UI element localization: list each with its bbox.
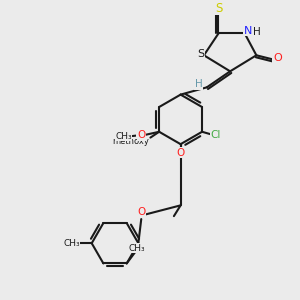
Text: S: S: [215, 2, 222, 15]
Text: N: N: [243, 26, 252, 35]
Text: Cl: Cl: [211, 130, 221, 140]
Text: CH₃: CH₃: [63, 239, 80, 248]
Text: O: O: [273, 53, 282, 63]
Text: H: H: [253, 27, 261, 37]
Text: O: O: [136, 134, 144, 144]
Text: O: O: [176, 148, 184, 158]
Text: H: H: [195, 80, 203, 89]
Text: methoxy: methoxy: [112, 137, 149, 146]
Text: O: O: [138, 207, 146, 217]
Text: O: O: [137, 130, 146, 140]
Text: S: S: [197, 49, 204, 59]
Text: CH₃: CH₃: [115, 132, 132, 141]
Text: CH₃: CH₃: [129, 244, 145, 253]
